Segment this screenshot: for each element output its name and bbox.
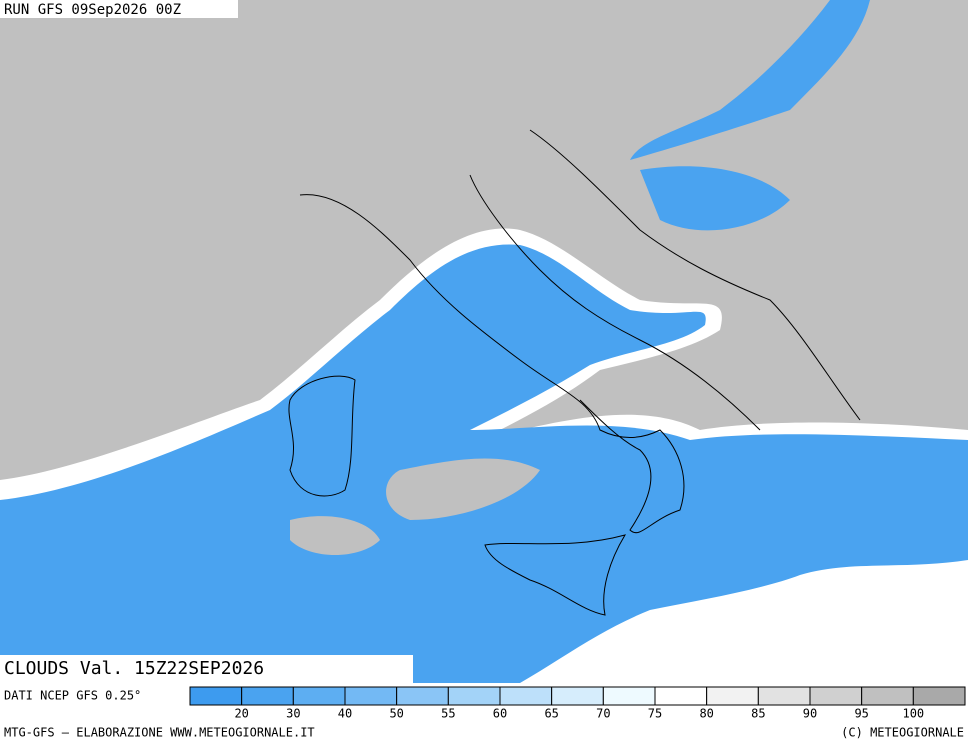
legend-swatch xyxy=(912,686,966,706)
footer-right: (C) METEOGIORNALE xyxy=(841,726,964,740)
legend-swatch xyxy=(602,686,656,706)
run-label: RUN GFS 09Sep2026 00Z xyxy=(4,2,181,18)
legend-swatch xyxy=(344,686,398,706)
cloud-blue-adriatic xyxy=(630,0,870,231)
cloud-field xyxy=(0,0,968,683)
field-label-box xyxy=(0,655,413,683)
legend-label: 20 xyxy=(234,707,248,721)
source-label: DATI NCEP GFS 0.25° xyxy=(4,689,141,703)
legend-swatch xyxy=(292,686,346,706)
legend-swatch xyxy=(757,686,811,706)
legend-label: 95 xyxy=(854,707,868,721)
run-label-box xyxy=(0,0,238,18)
legend-label: 55 xyxy=(441,707,455,721)
color-legend: 20 30 40 50 55 60 65 70 75 80 85 90 95 100 xyxy=(189,686,966,721)
legend-swatch xyxy=(189,686,243,706)
italy-coast xyxy=(299,174,761,534)
legend-label: 40 xyxy=(338,707,352,721)
legend-swatch xyxy=(706,686,759,706)
legend-label: 85 xyxy=(751,707,765,721)
legend-label: 65 xyxy=(544,707,558,721)
legend-label: 100 xyxy=(902,707,924,721)
legend-swatch xyxy=(241,686,294,706)
field-label: CLOUDS Val. 15Z22SEP2026 xyxy=(4,658,264,679)
legend-label: 75 xyxy=(648,707,662,721)
legend-swatch xyxy=(861,686,914,706)
legend-label: 60 xyxy=(493,707,507,721)
legend-swatch xyxy=(396,686,449,706)
cloud-gray-patch xyxy=(290,458,540,555)
legend-label: 70 xyxy=(596,707,610,721)
footer-left: MTG-GFS — ELABORAZIONE WWW.METEOGIORNALE… xyxy=(4,726,315,740)
sicily xyxy=(484,534,627,616)
legend-swatch xyxy=(551,686,604,706)
coastlines xyxy=(288,129,861,616)
legend-label: 30 xyxy=(286,707,300,721)
legend-swatch xyxy=(447,686,501,706)
legend-swatch xyxy=(654,686,708,706)
legend-label: 50 xyxy=(389,707,403,721)
legend-label: 90 xyxy=(803,707,817,721)
legend-label: 80 xyxy=(699,707,713,721)
balkan-coast xyxy=(529,129,861,421)
legend-swatch xyxy=(499,686,553,706)
legend-swatch xyxy=(809,686,863,706)
sardinia xyxy=(288,375,356,497)
